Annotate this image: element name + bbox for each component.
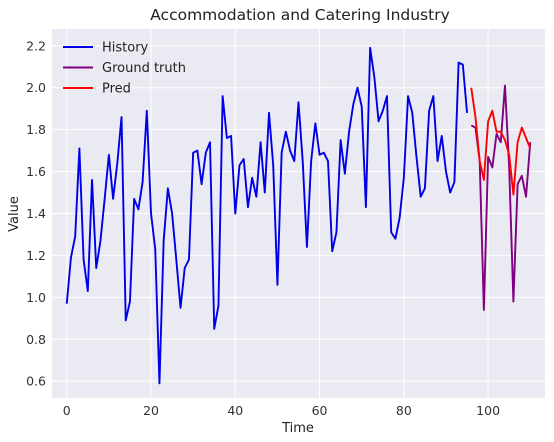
series-line-ground-truth bbox=[470, 84, 532, 311]
series-line-history bbox=[65, 46, 468, 385]
y-tick-label: 1.6 bbox=[26, 164, 46, 179]
y-tick-label: 1.8 bbox=[26, 122, 46, 137]
legend-label-ground-truth: Ground truth bbox=[102, 61, 186, 76]
series-line-pred bbox=[470, 87, 532, 196]
chart-title: Accommodation and Catering Industry bbox=[150, 6, 450, 24]
x-axis: 0 20 40 60 80 100 bbox=[63, 403, 500, 418]
series-layer bbox=[65, 46, 532, 385]
x-tick-label: 60 bbox=[312, 403, 328, 418]
y-tick-label: 1.0 bbox=[26, 290, 46, 305]
x-tick-label: 0 bbox=[63, 403, 71, 418]
legend-label-pred: Pred bbox=[102, 82, 131, 97]
x-tick-label: 80 bbox=[396, 403, 412, 418]
legend-label-history: History bbox=[102, 41, 149, 56]
y-tick-label: 2.2 bbox=[26, 38, 46, 53]
grid bbox=[52, 29, 545, 398]
x-tick-label: 20 bbox=[143, 403, 159, 418]
x-axis-label: Time bbox=[281, 421, 314, 436]
y-tick-label: 1.2 bbox=[26, 248, 46, 263]
y-axis: 0.6 0.8 1.0 1.2 1.4 1.6 1.8 2.0 2.2 bbox=[26, 38, 46, 388]
y-tick-label: 0.8 bbox=[26, 332, 46, 347]
y-axis-label: Value bbox=[7, 196, 22, 232]
y-tick-label: 0.6 bbox=[26, 374, 46, 389]
y-tick-label: 1.4 bbox=[26, 206, 46, 221]
y-tick-label: 2.0 bbox=[26, 80, 46, 95]
legend: History Ground truth Pred bbox=[63, 41, 186, 97]
x-tick-label: 100 bbox=[476, 403, 500, 418]
x-tick-label: 40 bbox=[227, 403, 243, 418]
